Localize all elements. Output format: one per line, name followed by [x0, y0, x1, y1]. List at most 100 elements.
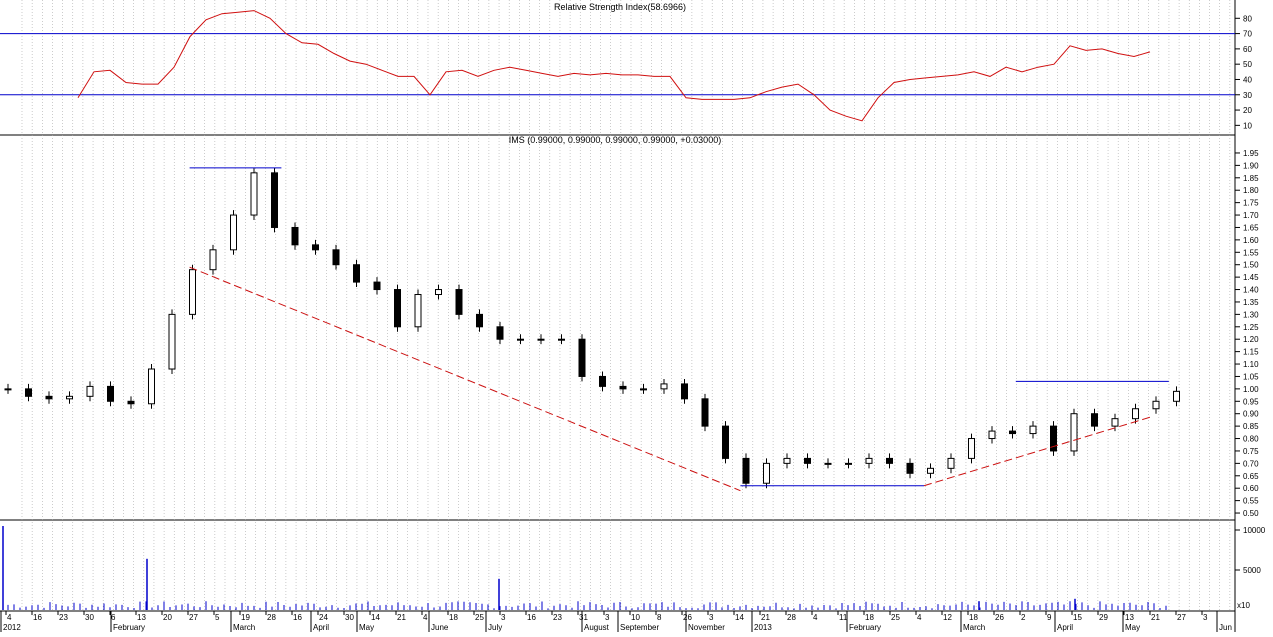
x-month-label: 2012: [3, 623, 21, 632]
x-day-label: 31: [579, 613, 588, 622]
price-tick-label: 0.90: [1243, 410, 1259, 419]
rsi-line: [77, 10, 1151, 122]
x-day-label: 3: [1203, 613, 1208, 622]
price-tick-label: 0.80: [1243, 435, 1259, 444]
rsi-tick-label: 80: [1243, 14, 1252, 23]
x-month-label: February: [113, 623, 145, 632]
price-tick-label: 1.85: [1243, 174, 1259, 183]
candle-body: [558, 338, 565, 341]
x-day-label: 14: [735, 613, 744, 622]
x-month-label: November: [688, 623, 725, 632]
candle-body: [947, 457, 955, 469]
x-day-label: 14: [371, 613, 380, 622]
candle-body: [127, 400, 135, 405]
x-day-label: 26: [683, 613, 692, 622]
x-month-label: Jun: [1219, 623, 1232, 632]
x-month-label: February: [849, 623, 881, 632]
rsi-title: Relative Strength Index(58.6966): [554, 2, 686, 12]
x-day-label: 3: [605, 613, 610, 622]
price-tick-label: 1.50: [1243, 261, 1259, 270]
rsi-panel: 10 20 30 40 50 60 70 80: [0, 10, 1252, 130]
x-day-label: 21: [1151, 613, 1160, 622]
trendline: [189, 266, 741, 492]
candle-body: [291, 226, 299, 246]
candle-body: [1050, 425, 1057, 452]
candle-body: [414, 294, 422, 328]
candle-body: [660, 383, 668, 390]
rsi-tick-label: 30: [1243, 91, 1252, 100]
candle-body: [845, 462, 852, 465]
x-day-label: 28: [267, 613, 276, 622]
price-tick-label: 0.50: [1243, 509, 1259, 518]
candle-body: [271, 172, 278, 228]
candle-body: [66, 395, 73, 400]
x-month-label: September: [620, 623, 659, 632]
candle-body: [537, 338, 545, 341]
x-month-label: May: [359, 623, 374, 632]
x-axis: 4 16 23 30 6 13 20 27 5 19 28 16 24 30 14 21 4 18 25 3 16 23 3…: [0, 611, 1232, 632]
x-day-label: 16: [293, 613, 302, 622]
x-day-label: 6: [111, 613, 116, 622]
x-day-label: 19: [241, 613, 250, 622]
price-tick-label: 1.65: [1243, 223, 1259, 232]
x-day-label: 18: [865, 613, 874, 622]
candle-body: [968, 438, 975, 459]
price-tick-label: 1.20: [1243, 335, 1259, 344]
rsi-tick-label: 20: [1243, 106, 1252, 115]
candle-body: [25, 388, 32, 397]
price-tick-label: 1.00: [1243, 385, 1259, 394]
x-month-label: April: [313, 623, 329, 632]
price-tick-label: 1.95: [1243, 149, 1259, 158]
x-day-label: 27: [1177, 613, 1186, 622]
candle-body: [148, 368, 155, 405]
candle-body: [496, 326, 504, 340]
price-tick-label: 1.45: [1243, 273, 1259, 282]
candle-body: [1152, 400, 1160, 410]
price-tick-label: 1.40: [1243, 286, 1259, 295]
x-month-label: March: [233, 623, 255, 632]
candle-body: [1111, 418, 1119, 427]
x-day-label: 28: [787, 613, 796, 622]
candle-body: [599, 375, 606, 387]
price-panel: 0.50 0.55 0.60 0.65 0.70 0.75 0.80 0.85 0.90 0.95…: [4, 149, 1259, 518]
x-day-label: 24: [319, 613, 328, 622]
rsi-tick-label: 70: [1243, 30, 1252, 39]
candle-body: [619, 385, 627, 390]
price-tick-label: 1.15: [1243, 348, 1259, 357]
x-month-label: 2013: [754, 623, 772, 632]
x-day-label: 25: [891, 613, 900, 622]
price-tick-label: 1.60: [1243, 236, 1259, 245]
candle-body: [804, 457, 811, 464]
candle-body: [906, 462, 914, 474]
rsi-tick-label: 40: [1243, 75, 1252, 84]
candle-body: [107, 385, 114, 402]
x-month-label: March: [963, 623, 985, 632]
x-day-label: 20: [163, 613, 172, 622]
x-day-label: 10: [631, 613, 640, 622]
candle-body: [865, 457, 873, 464]
x-day-label: 4: [423, 613, 428, 622]
candle-body: [1091, 413, 1098, 427]
x-day-label: 27: [189, 613, 198, 622]
candle-body: [988, 430, 996, 440]
x-day-label: 18: [969, 613, 978, 622]
candle-body: [681, 383, 688, 400]
price-tick-label: 0.60: [1243, 484, 1259, 493]
x-day-label: 23: [553, 613, 562, 622]
candle-body: [230, 214, 237, 251]
x-day-label: 30: [345, 613, 354, 622]
price-tick-label: 1.35: [1243, 298, 1259, 307]
x-day-label: 8: [657, 613, 662, 622]
candle-body: [45, 395, 53, 400]
candle-body: [1029, 425, 1037, 435]
volume-panel: 10000 5000: [2, 526, 1266, 610]
candle-body: [455, 289, 463, 315]
x-day-label: 21: [397, 613, 406, 622]
candle-body: [168, 313, 176, 370]
x-day-label: 13: [1125, 613, 1134, 622]
price-tick-label: 1.10: [1243, 360, 1259, 369]
candle-body: [701, 398, 709, 427]
price-tick-label: 0.55: [1243, 497, 1259, 506]
candle-body: [517, 338, 524, 341]
